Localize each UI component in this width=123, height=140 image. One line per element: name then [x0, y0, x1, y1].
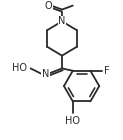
Text: O: O	[44, 1, 52, 11]
Text: F: F	[104, 66, 110, 76]
Text: N: N	[58, 16, 66, 26]
Text: N: N	[42, 69, 49, 79]
Text: HO: HO	[65, 116, 80, 126]
Text: HO: HO	[12, 63, 27, 73]
